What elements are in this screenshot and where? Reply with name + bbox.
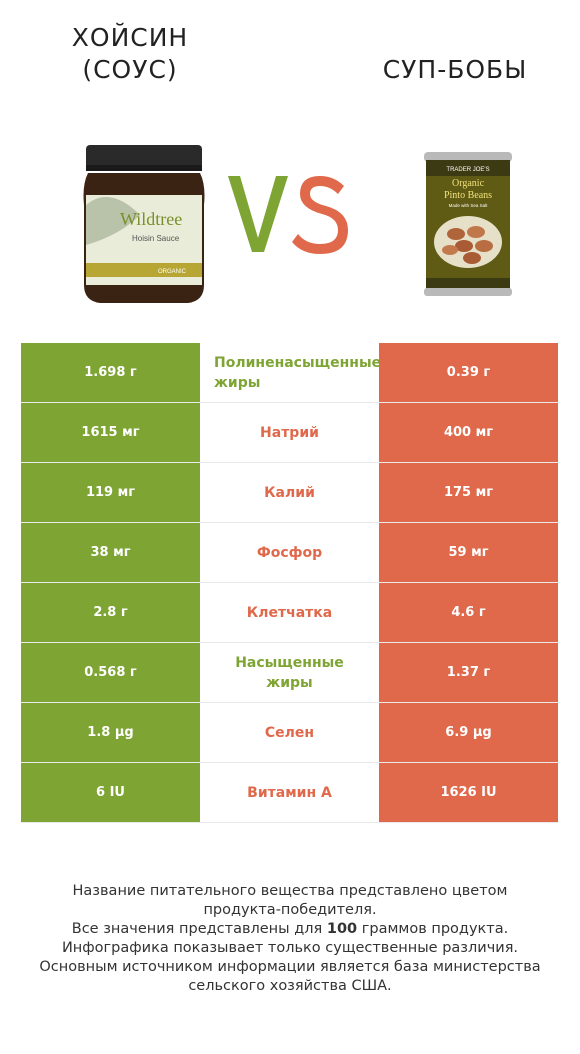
- left-title-line2: (СОУС): [82, 55, 178, 84]
- footer-line5: Основным источником информации является …: [39, 959, 541, 975]
- table-row: 1615 мг Натрий 400 мг: [21, 403, 558, 463]
- footer-line6: сельского хозяйства США.: [188, 978, 392, 994]
- table-row: 119 мг Калий 175 мг: [21, 463, 558, 523]
- left-value: 6 IU: [21, 763, 200, 822]
- footer-line3: Все значения представлены для 100 граммо…: [20, 920, 560, 939]
- right-value: 0.39 г: [379, 343, 558, 402]
- footer-line3-bold: 100: [326, 921, 358, 937]
- right-value: 1626 IU: [379, 763, 558, 822]
- left-title-line1: ХОЙСИН: [71, 23, 189, 52]
- nutrient-name: Витамин A: [200, 763, 379, 822]
- right-value: 6.9 µg: [379, 703, 558, 762]
- footer-line4: Инфографика показывает только существенн…: [61, 940, 519, 956]
- right-value: 400 мг: [379, 403, 558, 462]
- left-value: 1.8 µg: [21, 703, 200, 762]
- footer-notes: Название питательного вещества представл…: [20, 882, 560, 996]
- footer-line3-post: граммов продукта.: [357, 921, 509, 937]
- footer-line2: продукта-победителя.: [203, 902, 377, 918]
- right-value: 175 мг: [379, 463, 558, 522]
- nutrient-name: Фосфор: [200, 523, 379, 582]
- can-label-line1: Organic: [452, 178, 485, 189]
- nutrient-name: Полиненасыщенные жиры: [200, 343, 379, 402]
- nutrient-name: Клетчатка: [200, 583, 379, 642]
- left-value: 1615 мг: [21, 403, 200, 462]
- right-value: 59 мг: [379, 523, 558, 582]
- table-row: 6 IU Витамин A 1626 IU: [21, 763, 558, 823]
- right-product-title: СУП-БОБЫ: [382, 55, 528, 84]
- pinto-beans-can-icon: TRADER JOE'S Organic Pinto Beans Made wi…: [420, 150, 516, 298]
- table-row: 1.8 µg Селен 6.9 µg: [21, 703, 558, 763]
- hoisin-sauce-jar-icon: Wildtree Hoisin Sauce ORGANIC: [80, 145, 208, 305]
- comparison-table: 1.698 г Полиненасыщенные жиры 0.39 г 1615 м…: [21, 343, 558, 823]
- footer-line3-pre: Все значения представлены для: [71, 921, 327, 937]
- nutrient-name: Насыщенные жиры: [200, 643, 379, 702]
- left-value: 2.8 г: [21, 583, 200, 642]
- table-row: 2.8 г Клетчатка 4.6 г: [21, 583, 558, 643]
- left-value: 1.698 г: [21, 343, 200, 402]
- left-value: 38 мг: [21, 523, 200, 582]
- jar-brand: Wildtree: [120, 209, 182, 229]
- can-brand: TRADER JOE'S: [446, 167, 489, 173]
- left-value: 0.568 г: [21, 643, 200, 702]
- jar-label: Hoisin Sauce: [132, 234, 180, 243]
- footer-line1: Название питательного вещества представл…: [72, 883, 508, 899]
- right-value: 4.6 г: [379, 583, 558, 642]
- table-row: 1.698 г Полиненасыщенные жиры 0.39 г: [21, 343, 558, 403]
- nutrient-name: Калий: [200, 463, 379, 522]
- right-value: 1.37 г: [379, 643, 558, 702]
- can-label-line2: Pinto Beans: [444, 190, 492, 201]
- left-value: 119 мг: [21, 463, 200, 522]
- table-row: 0.568 г Насыщенные жиры 1.37 г: [21, 643, 558, 703]
- nutrient-name: Селен: [200, 703, 379, 762]
- nutrient-name: Натрий: [200, 403, 379, 462]
- left-product-title: ХОЙСИН (СОУС): [30, 22, 230, 86]
- versus-label: [226, 168, 356, 258]
- jar-badge: ORGANIC: [158, 269, 187, 275]
- table-row: 38 мг Фосфор 59 мг: [21, 523, 558, 583]
- can-note: Made with Sea Salt: [449, 203, 489, 208]
